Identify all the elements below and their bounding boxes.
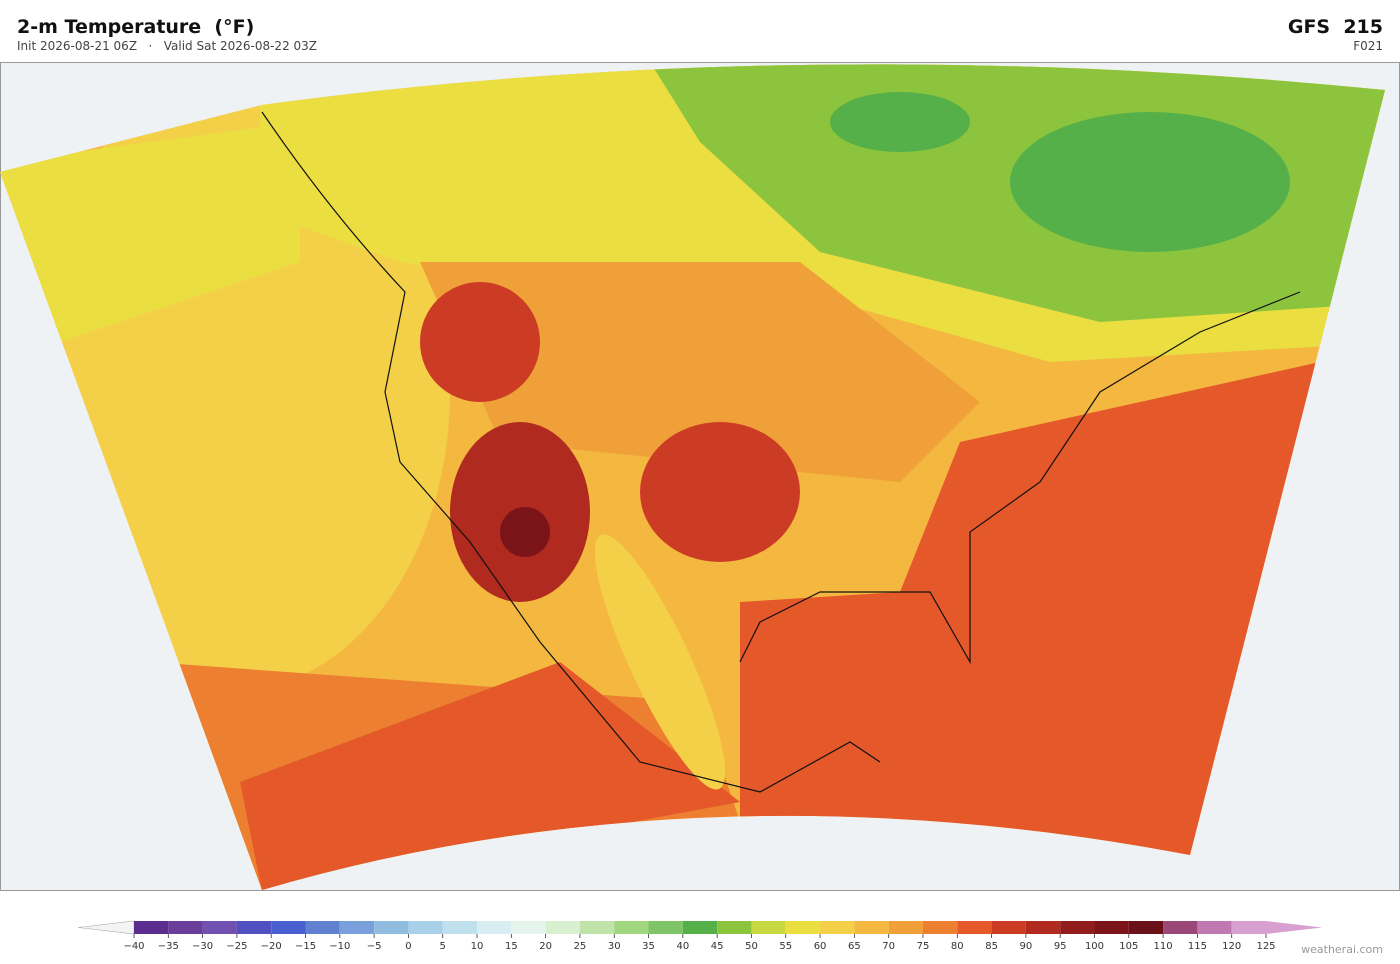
colorbar: −40 −35 −30 −25 −20 −15 −10 −5 0 5 10 15 20 25 30 35 40 4… xyxy=(77,920,1322,952)
colorbar-extension-low xyxy=(77,920,135,935)
colorbar-segment xyxy=(785,921,821,934)
colorbar-segment xyxy=(271,921,306,934)
colorbar-tick-label: 25 xyxy=(574,941,587,952)
colorbar-segment xyxy=(579,921,615,934)
colorbar-segment xyxy=(339,921,375,934)
colorbar-segment xyxy=(1231,921,1266,934)
title: 2-m Temperature (°F) xyxy=(17,16,255,38)
colorbar-segment xyxy=(751,921,786,934)
colorbar-segment xyxy=(854,921,889,934)
colorbar-segment xyxy=(717,921,752,934)
colorbar-tick-label: 75 xyxy=(917,941,930,952)
colorbar-tick-label: 100 xyxy=(1085,941,1104,952)
colorbar-tick-label: 85 xyxy=(985,941,998,952)
colorbar-segment xyxy=(888,921,923,934)
coastline xyxy=(261,111,1301,793)
colorbar-tick-label: 115 xyxy=(1188,941,1207,952)
credit: weatherai.com xyxy=(1301,943,1383,956)
colorbar-tick-label: 0 xyxy=(405,941,411,952)
colorbar-tick-label: 65 xyxy=(848,941,861,952)
colorbar-tick-label: 10 xyxy=(471,941,484,952)
colorbar-tick-label: 90 xyxy=(1020,941,1033,952)
colorbar-tick-label: 45 xyxy=(711,941,724,952)
colorbar-tick-label: 55 xyxy=(779,941,792,952)
colorbar-tick-label: 5 xyxy=(440,941,446,952)
colorbar-tick-label: 70 xyxy=(882,941,895,952)
colorbar-segment xyxy=(648,921,683,934)
colorbar-segment xyxy=(236,921,272,934)
colorbar-tick-label: 35 xyxy=(642,941,655,952)
colorbar-segment xyxy=(1128,921,1164,934)
colorbar-tick-label: −35 xyxy=(158,941,179,952)
colorbar-tick-label: 80 xyxy=(951,941,964,952)
colorbar-tick-label: 125 xyxy=(1256,941,1275,952)
colorbar-segment xyxy=(991,921,1026,934)
colorbar-tick-label: −25 xyxy=(226,941,247,952)
colorbar-segment xyxy=(1060,921,1095,934)
colorbar-tick-label: 120 xyxy=(1222,941,1241,952)
colorbar-tick-label: −30 xyxy=(192,941,213,952)
colorbar-tick-label: 105 xyxy=(1119,941,1138,952)
forecast-hour: F021 xyxy=(1353,39,1383,53)
colorbar-segment xyxy=(374,921,409,934)
colorbar-segment xyxy=(168,921,203,934)
colorbar-tick-label: 50 xyxy=(745,941,758,952)
model: GFS 215 xyxy=(1287,16,1383,38)
colorbar-segment xyxy=(477,921,512,934)
colorbar-segment xyxy=(305,921,340,934)
colorbar-segment xyxy=(820,921,855,934)
colorbar-segment xyxy=(1163,921,1198,934)
colorbar-segment xyxy=(682,921,718,934)
colorbar-segment xyxy=(202,921,237,934)
colorbar-extension-high xyxy=(1266,921,1322,934)
colorbar-tick-label: −10 xyxy=(329,941,350,952)
colorbar-segment xyxy=(922,921,958,934)
colorbar-segment xyxy=(957,921,992,934)
colorbar-segment xyxy=(134,921,169,934)
subtitle: Init 2026-08-21 06Z · Valid Sat 2026-08-… xyxy=(17,39,318,53)
colorbar-tick-label: 30 xyxy=(608,941,621,952)
colorbar-segment xyxy=(442,921,478,934)
colorbar-tick-label: 60 xyxy=(814,941,827,952)
colorbar-segment xyxy=(545,921,580,934)
map xyxy=(0,62,1400,891)
colorbar-tick-label: 40 xyxy=(676,941,689,952)
colorbar-segment xyxy=(511,921,546,934)
colorbar-tick-label: 110 xyxy=(1154,941,1173,952)
colorbar-segment xyxy=(1025,921,1061,934)
colorbar-segment xyxy=(614,921,649,934)
colorbar-tick-label: −15 xyxy=(295,941,316,952)
colorbar-tick-label: 20 xyxy=(539,941,552,952)
colorbar-tick-label: 95 xyxy=(1054,941,1067,952)
colorbar-segment xyxy=(1197,921,1232,934)
colorbar-tick-label: −5 xyxy=(367,941,382,952)
colorbar-tick-label: 15 xyxy=(505,941,518,952)
colorbar-segment xyxy=(408,921,443,934)
colorbar-tick-label: −40 xyxy=(123,941,144,952)
colorbar-tick-label: −20 xyxy=(261,941,282,952)
temperature-field xyxy=(0,64,1385,890)
colorbar-segment xyxy=(1094,921,1129,934)
